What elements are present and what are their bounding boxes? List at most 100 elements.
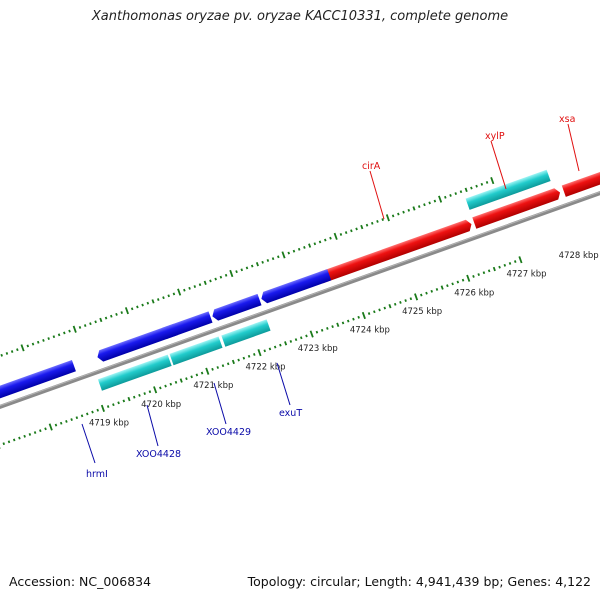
outer-ring-minor-tick	[47, 337, 50, 340]
cds-hrmI-bar[interactable]	[97, 354, 172, 391]
outer-ring-minor-tick	[63, 331, 66, 335]
inner-ring-minor-tick	[138, 393, 141, 397]
gene-xylP-arrow[interactable]	[472, 187, 562, 229]
gene-label-hrmI[interactable]: hrmI	[86, 469, 108, 480]
ruler-label: 4724 kbp	[350, 325, 390, 335]
outer-ring-minor-tick	[412, 206, 416, 211]
cds-XOO4428-bar[interactable]	[169, 336, 223, 366]
gene-label-cirA[interactable]: cirA	[362, 161, 381, 172]
inner-ring-minor-tick	[86, 412, 89, 416]
outer-ring-minor-tick	[193, 285, 197, 288]
outer-ring-major-tick	[385, 214, 390, 222]
inner-ring-major-tick	[257, 349, 262, 357]
gene-hrmI-arrow[interactable]	[95, 323, 178, 363]
outer-ring-minor-tick	[94, 320, 97, 324]
gene-label-exuT[interactable]: exuT	[279, 408, 302, 419]
inner-ring-minor-tick	[513, 260, 517, 264]
outer-ring-minor-tick	[444, 195, 447, 199]
inner-ring-minor-tick	[70, 418, 73, 421]
inner-ring-major-tick	[466, 274, 471, 282]
XOO4428-connector	[146, 404, 159, 447]
inner-ring-minor-tick	[200, 371, 204, 375]
outer-ring-minor-tick	[480, 182, 484, 186]
inner-ring-minor-tick	[143, 392, 146, 395]
inner-ring-minor-tick	[346, 319, 350, 323]
outer-ring-minor-tick	[141, 303, 144, 307]
gene-exuT-arrow[interactable]	[259, 269, 332, 304]
inner-ring-minor-tick	[399, 301, 402, 304]
gene-unnamed-arrow[interactable]	[0, 359, 76, 407]
outer-ring-minor-tick	[214, 277, 217, 281]
outer-tick-ring	[0, 176, 495, 357]
inner-ring-major-tick	[414, 293, 419, 301]
outer-ring-minor-tick	[5, 351, 9, 355]
ruler-labels: 4719 kbp 4720 kbp 4721 kbp 4722 kbp 4723 kbp…	[89, 251, 599, 428]
inner-ring-minor-tick	[289, 340, 293, 343]
cds-xylP-bar[interactable]	[465, 169, 551, 210]
inner-ring-minor-tick	[112, 403, 115, 407]
inner-ring-minor-tick	[28, 432, 32, 436]
gene-xsa-arrow[interactable]	[561, 140, 600, 197]
inner-ring-major-tick	[100, 404, 105, 412]
inner-ring-minor-tick	[148, 390, 152, 394]
inner-ring-minor-tick	[378, 308, 381, 312]
outer-ring-minor-tick	[261, 260, 264, 264]
outer-ring-minor-tick	[397, 212, 400, 216]
accession-text: Accession: NC_006834	[9, 574, 152, 589]
outer-ring-minor-tick	[303, 246, 306, 249]
inner-ring-minor-tick	[54, 423, 58, 427]
gene-label-XOO4429[interactable]: XOO4429	[206, 427, 251, 438]
outer-ring-minor-tick	[104, 316, 108, 320]
outer-ring-minor-tick	[454, 192, 457, 196]
inner-ring-major-tick	[0, 441, 1, 450]
outer-ring-minor-tick	[324, 238, 327, 242]
inner-ring-minor-tick	[440, 285, 444, 290]
outer-ring-minor-tick	[449, 194, 452, 197]
inner-ring-minor-tick	[331, 325, 334, 329]
inner-ring-minor-tick	[122, 399, 126, 403]
gene-cirA-arrow[interactable]	[318, 218, 474, 284]
inner-ring-minor-tick	[508, 261, 512, 265]
inner-ring-major-tick	[48, 423, 53, 431]
ruler-label: 4725 kbp	[402, 307, 442, 317]
inner-ring-minor-tick	[492, 266, 496, 272]
inner-ring-minor-tick	[190, 375, 193, 379]
outer-ring-minor-tick	[16, 348, 19, 352]
outer-ring-minor-tick	[407, 208, 411, 212]
outer-ring-minor-tick	[57, 333, 61, 337]
inner-ring-minor-tick	[127, 396, 131, 402]
cds-XOO4429-bar[interactable]	[221, 319, 271, 347]
inner-ring-minor-tick	[373, 310, 376, 314]
inner-ring-major-tick	[153, 386, 158, 394]
outer-ring-minor-tick	[10, 350, 14, 353]
inner-ring-minor-tick	[352, 317, 355, 321]
inner-ring-minor-tick	[44, 427, 47, 431]
outer-ring-minor-tick	[99, 317, 103, 323]
xsa-connector	[567, 123, 580, 172]
outer-ring-minor-tick	[459, 190, 463, 194]
inner-ring-minor-tick	[133, 395, 136, 399]
inner-ring-major-tick	[518, 256, 523, 264]
inner-ring-minor-tick	[420, 293, 423, 297]
inner-ring-minor-tick	[294, 338, 298, 342]
genome-backbone	[0, 157, 600, 443]
gene-label-xylP[interactable]: xylP	[485, 131, 505, 142]
inner-ring-minor-tick	[106, 405, 110, 408]
outer-ring-minor-tick	[417, 205, 421, 209]
gene-XOO4429-arrow[interactable]	[210, 293, 262, 322]
inner-ring-minor-tick	[305, 334, 308, 338]
inner-ring-minor-tick	[404, 299, 407, 303]
outer-ring-minor-tick	[162, 296, 165, 300]
outer-ring-minor-tick	[167, 294, 170, 298]
outer-ring-minor-tick	[381, 218, 384, 222]
inner-ring-minor-tick	[367, 312, 371, 316]
outer-ring-minor-tick	[110, 314, 113, 318]
outer-ring-major-tick	[72, 325, 77, 333]
inner-ring-minor-tick	[320, 328, 324, 332]
inner-ring-minor-tick	[185, 377, 188, 381]
inner-ring-major-tick	[309, 330, 314, 338]
gene-label-xsa[interactable]: xsa	[559, 114, 575, 125]
outer-ring-minor-tick	[78, 325, 82, 329]
gene-label-XOO4428[interactable]: XOO4428	[136, 449, 181, 460]
ruler-label: 4723 kbp	[298, 344, 338, 354]
